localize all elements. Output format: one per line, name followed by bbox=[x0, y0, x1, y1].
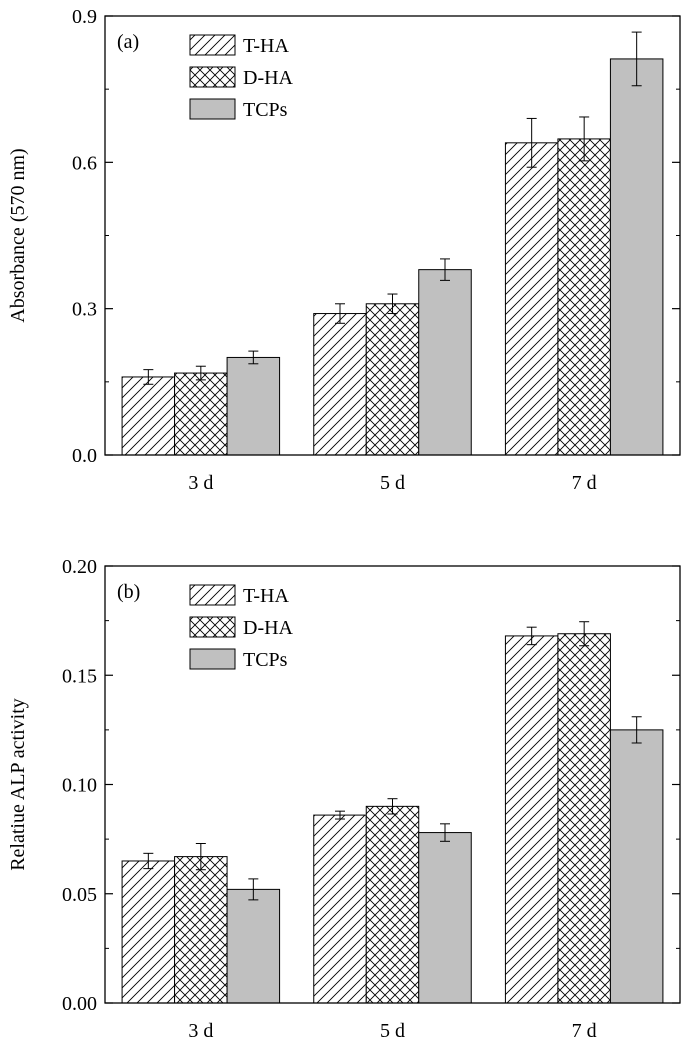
bar bbox=[418, 832, 472, 1004]
bar bbox=[557, 138, 611, 456]
bar bbox=[504, 635, 559, 1004]
chart-panel-1: 0.0 0.3 0.6 0.9 3 d 5 d 7 d Absorbance (570 nm)… bbox=[7, 6, 681, 494]
y-tick-label: 0.20 bbox=[62, 556, 97, 578]
legend-swatch bbox=[189, 616, 236, 638]
bar bbox=[121, 860, 176, 1004]
y-tick-label: 0.0 bbox=[72, 445, 97, 467]
y-tick-label: 0.05 bbox=[62, 884, 97, 906]
y-tick-label: 0.15 bbox=[62, 665, 97, 687]
bar bbox=[609, 58, 664, 456]
x-tick-label: 5 d bbox=[380, 472, 405, 494]
legend-swatch bbox=[189, 66, 236, 88]
y-tick-label: 0.10 bbox=[62, 775, 97, 797]
x-tick-label: 7 d bbox=[572, 472, 597, 494]
bar bbox=[226, 888, 281, 1004]
bar bbox=[174, 856, 228, 1004]
legend-label: T-HA bbox=[243, 35, 289, 57]
bar bbox=[418, 269, 472, 456]
legend-swatch bbox=[189, 584, 236, 606]
y-axis-label: Absorbance (570 nm) bbox=[7, 148, 29, 322]
y-axis-label: Relatiue ALP activity bbox=[7, 698, 29, 871]
bar bbox=[313, 814, 367, 1004]
y-tick-label: 0.3 bbox=[72, 299, 97, 321]
legend-swatch bbox=[189, 34, 236, 56]
legend-label: TCPs bbox=[243, 649, 288, 671]
chart-panel-2: 0.00 0.05 0.10 0.15 0.20 3 d 5 d 7 d Relatiue AL… bbox=[7, 556, 681, 1042]
x-tick-label: 7 d bbox=[572, 1020, 597, 1042]
bar bbox=[121, 376, 176, 456]
x-tick-label: 3 d bbox=[188, 1020, 213, 1042]
legend-label: TCPs bbox=[243, 99, 288, 121]
legend-label: D-HA bbox=[243, 617, 294, 639]
y-tick-label: 0.9 bbox=[72, 6, 97, 28]
bar bbox=[504, 142, 559, 456]
panel-label: (a) bbox=[117, 31, 139, 53]
x-tick-label: 5 d bbox=[380, 1020, 405, 1042]
legend-label: T-HA bbox=[243, 585, 289, 607]
bar bbox=[226, 356, 281, 456]
y-tick-label: 0.6 bbox=[72, 152, 97, 174]
bar bbox=[609, 729, 664, 1004]
bar bbox=[365, 805, 420, 1004]
legend-label: D-HA bbox=[243, 67, 294, 89]
bar bbox=[557, 633, 611, 1004]
legend-swatch bbox=[189, 648, 236, 670]
panel-label: (b) bbox=[117, 581, 140, 603]
legend-swatch bbox=[189, 98, 236, 120]
bar bbox=[313, 313, 367, 456]
bar bbox=[174, 372, 228, 456]
bar bbox=[365, 303, 420, 456]
y-tick-label: 0.00 bbox=[62, 993, 97, 1015]
x-tick-label: 3 d bbox=[188, 472, 213, 494]
